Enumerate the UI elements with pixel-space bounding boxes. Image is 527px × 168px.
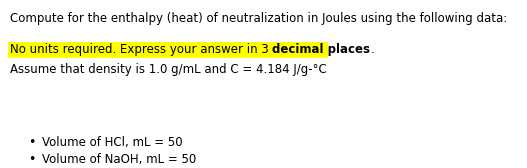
Text: Compute for the enthalpy (heat) of neutralization in Joules using the following : Compute for the enthalpy (heat) of neutr… — [10, 12, 508, 25]
Bar — [8, 42, 328, 58]
Text: •: • — [28, 153, 35, 166]
Text: •: • — [28, 136, 35, 149]
Text: Assume that density is 1.0 g/mL and C = 4.184 J/g-°C: Assume that density is 1.0 g/mL and C = … — [10, 63, 327, 76]
Text: .: . — [370, 43, 374, 56]
Text: No units required. Express your answer in 3: No units required. Express your answer i… — [10, 43, 272, 56]
Text: decimal places: decimal places — [272, 43, 370, 56]
Text: Volume of HCl, mL = 50: Volume of HCl, mL = 50 — [42, 136, 183, 149]
Text: Volume of NaOH, mL = 50: Volume of NaOH, mL = 50 — [42, 153, 196, 166]
